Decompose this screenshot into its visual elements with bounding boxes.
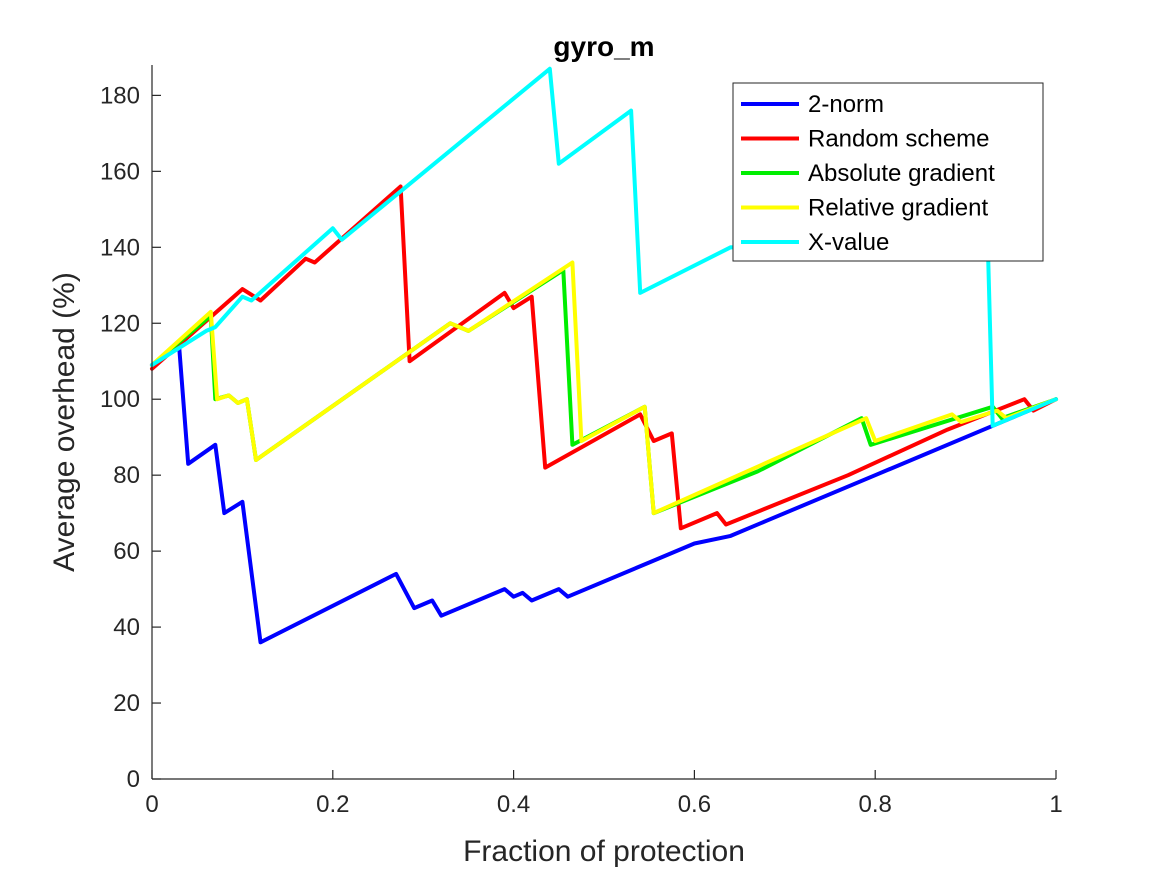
legend-label-3: Relative gradient [808,195,988,222]
legend: 2-norm Random scheme Absolute gradient Rela… [732,82,1044,262]
y-tick-label: 20 [113,690,140,717]
x-tick-label: 0.2 [316,791,349,818]
x-tick-label: 0 [145,791,158,818]
x-tick-label: 0.8 [859,791,892,818]
y-tick-label: 40 [113,614,140,641]
y-tick-label: 120 [100,310,140,337]
y-tick-label: 0 [127,766,140,793]
legend-label-0: 2-norm [808,91,884,118]
chart-title: gyro_m [553,31,654,62]
series-line-0 [150,344,1058,645]
x-axis-title: Fraction of protection [463,835,745,868]
y-tick-label: 60 [113,538,140,565]
legend-label-4: X-value [808,229,889,256]
legend-label-1: Random scheme [808,126,989,153]
series-line-1 [150,184,1058,531]
legend-label-2: Absolute gradient [808,160,995,187]
y-tick-label: 140 [100,234,140,261]
series-line-3 [150,260,1058,516]
x-tick-label: 0.6 [678,791,711,818]
x-tick-label: 0.4 [497,791,530,818]
y-tick-label: 160 [100,158,140,185]
y-tick-label: 80 [113,462,140,489]
axes-layer: 0 0.2 0.4 0.6 0.8 1 0 20 40 60 80 100 120 140 160 180 [100,65,1063,818]
y-tick-label: 180 [100,82,140,109]
y-tick-label: 100 [100,386,140,413]
x-tick-label: 1 [1049,791,1062,818]
y-axis-title: Average overhead (%) [48,272,81,572]
